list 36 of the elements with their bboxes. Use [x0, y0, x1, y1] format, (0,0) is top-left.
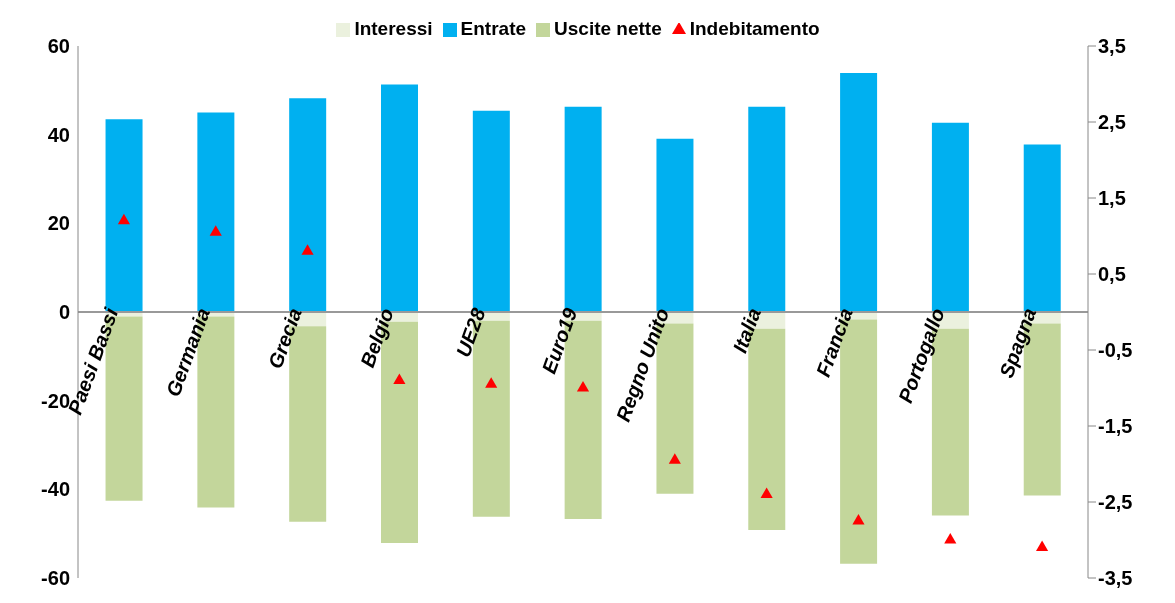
x-tick-label: Euro19	[537, 304, 582, 377]
x-tick-label: Regno Unito	[611, 305, 674, 425]
y-tick-label: 40	[47, 123, 70, 146]
point	[301, 244, 314, 255]
y2-tick-label: 1,5	[1098, 187, 1126, 210]
point	[485, 377, 498, 388]
y2-tick-label: -2,5	[1098, 491, 1133, 514]
legend-label: Uscite nette	[554, 18, 662, 39]
y-tick-label: -60	[41, 567, 70, 590]
point	[209, 225, 222, 236]
point	[117, 213, 130, 225]
y2-tick-label: 2,5	[1098, 111, 1126, 134]
y2-tick-label: -1,5	[1098, 415, 1133, 438]
y2-tick-label: 0,5	[1098, 263, 1126, 286]
x-tick-label: UE28	[451, 304, 490, 360]
x-tick-label: Grecia	[263, 305, 306, 372]
y-tick-label: 20	[47, 212, 70, 235]
point	[944, 532, 957, 544]
point	[760, 487, 773, 498]
y2-tick-label: -0,5	[1098, 339, 1133, 362]
y-tick-label: 60	[47, 35, 70, 58]
point	[393, 373, 406, 384]
y-tick-label: 0	[58, 301, 70, 324]
legend-label: Interessi	[354, 18, 433, 39]
y-tick-label: -20	[41, 389, 70, 412]
point	[852, 513, 865, 525]
y2-tick-label: 3,5	[1098, 35, 1126, 58]
point	[1036, 540, 1049, 552]
point	[576, 380, 590, 392]
y-tick-label: -40	[41, 478, 70, 501]
y2-tick-label: -3,5	[1098, 567, 1133, 590]
point	[668, 453, 681, 464]
x-tick-label: Italia	[728, 305, 765, 356]
legend-label: Indebitamento	[689, 18, 820, 39]
x-tick-label: Belgio	[356, 305, 398, 371]
legend-label: Entrate	[460, 18, 527, 39]
